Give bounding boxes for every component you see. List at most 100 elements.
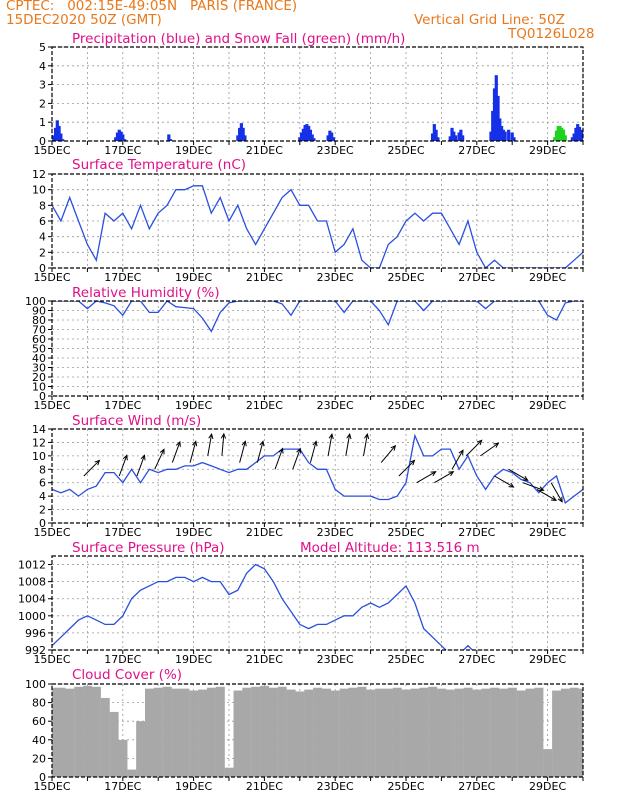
x-tick-label: 21DEC bbox=[246, 271, 283, 284]
x-tick-label: 25DEC bbox=[387, 271, 424, 284]
arrow-shaft bbox=[480, 442, 499, 457]
arrow-head bbox=[259, 440, 265, 447]
x-tick-label: 21DEC bbox=[246, 653, 283, 666]
arrow-head bbox=[296, 447, 302, 454]
cloud-bar bbox=[304, 689, 314, 777]
precip-bar bbox=[461, 135, 465, 141]
cloud-bar bbox=[260, 685, 270, 777]
run-date: 15DEC2020 50Z (GMT) bbox=[6, 12, 162, 28]
precip-bar bbox=[503, 131, 507, 141]
y-tick-label: 996 bbox=[25, 627, 46, 640]
x-tick-label: 21DEC bbox=[246, 526, 283, 539]
cloud-bar bbox=[498, 688, 509, 777]
y-tick-label: 80 bbox=[32, 697, 46, 710]
y-tick-label: 20 bbox=[32, 752, 46, 765]
precip-bar bbox=[579, 129, 583, 141]
cloud-bar bbox=[366, 689, 376, 777]
arrow-shaft bbox=[136, 455, 145, 477]
arrow-shaft bbox=[118, 455, 128, 477]
wind-arrow bbox=[380, 444, 397, 463]
cloud-bar bbox=[171, 688, 181, 777]
y-tick-label: 1004 bbox=[18, 593, 46, 606]
x-tick-label: 21DEC bbox=[246, 780, 283, 793]
precip-bar bbox=[326, 135, 330, 141]
cloud-bar bbox=[339, 688, 349, 777]
cloud-bar bbox=[445, 689, 455, 777]
precip-bar bbox=[572, 133, 576, 141]
x-tick-label: 23DEC bbox=[317, 780, 354, 793]
x-tick-label: 15DEC bbox=[33, 653, 70, 666]
x-tick-label: 27DEC bbox=[458, 399, 495, 412]
y-tick-label: 12 bbox=[32, 168, 46, 181]
precip-bar bbox=[305, 124, 309, 141]
precip-bar bbox=[53, 127, 58, 141]
x-tick-label: 25DEC bbox=[387, 780, 424, 793]
x-tick-label: 27DEC bbox=[458, 653, 495, 666]
precip-bar bbox=[61, 139, 65, 141]
data-layer bbox=[52, 185, 583, 268]
y-tick-label: 0 bbox=[39, 262, 46, 275]
x-tick-label: 29DEC bbox=[529, 526, 566, 539]
arrow-shaft bbox=[494, 475, 514, 488]
y-tick-label: 60 bbox=[32, 715, 46, 728]
wind-arrow bbox=[550, 482, 563, 503]
precip-bar bbox=[499, 125, 504, 141]
arrow-head bbox=[278, 447, 284, 454]
x-tick-label: 17DEC bbox=[104, 271, 141, 284]
precip-bar bbox=[577, 126, 582, 141]
precip-bar bbox=[117, 129, 121, 141]
arrow-head bbox=[192, 440, 198, 447]
cloud-bar bbox=[569, 687, 579, 777]
cloud-bar bbox=[180, 688, 190, 777]
data-layer bbox=[52, 301, 583, 333]
wind-arrow bbox=[256, 440, 265, 463]
cloud-bar bbox=[428, 686, 438, 777]
wind-arrow bbox=[480, 442, 500, 457]
cloud-bar bbox=[118, 739, 128, 777]
x-tick-label: 23DEC bbox=[317, 653, 354, 666]
arrow-shaft bbox=[508, 468, 528, 481]
precip-bar bbox=[507, 129, 511, 141]
arrow-shaft bbox=[522, 482, 544, 491]
cloud-bar bbox=[136, 721, 146, 777]
cloud-bar bbox=[52, 687, 57, 777]
wind-arrow bbox=[207, 433, 214, 456]
x-tick-label: 17DEC bbox=[104, 144, 141, 157]
arrow-shaft bbox=[434, 471, 454, 484]
cloud-bar bbox=[516, 690, 526, 777]
grid-note: Vertical Grid Line: 50Z bbox=[414, 12, 565, 28]
wind-arrow bbox=[508, 468, 529, 481]
arrow-head bbox=[346, 433, 352, 440]
x-tick-label: 17DEC bbox=[104, 399, 141, 412]
x-tick-label: 23DEC bbox=[317, 399, 354, 412]
precip-bar bbox=[434, 129, 438, 141]
arrow-head bbox=[241, 440, 247, 447]
wind-arrow bbox=[118, 454, 128, 477]
snow-bar bbox=[556, 125, 560, 141]
y-tick-label: 10 bbox=[32, 381, 46, 394]
precip-bar bbox=[492, 88, 497, 141]
panel-frame bbox=[51, 428, 584, 524]
arrow-shaft bbox=[239, 441, 246, 463]
snow-bar bbox=[553, 137, 557, 141]
x-tick-label: 27DEC bbox=[458, 526, 495, 539]
precip-bar bbox=[236, 135, 240, 141]
arrow-head bbox=[522, 475, 529, 481]
x-tick-label: 19DEC bbox=[175, 780, 212, 793]
wind-arrow bbox=[327, 433, 334, 456]
wind-arrow bbox=[171, 440, 181, 463]
wind-arrow bbox=[189, 440, 198, 463]
precip-bar bbox=[450, 127, 454, 141]
cloud-bar bbox=[127, 769, 137, 777]
precip-bar bbox=[115, 132, 120, 141]
wind-arrow bbox=[465, 439, 483, 457]
precip-bar bbox=[436, 137, 440, 141]
x-tick-label: 15DEC bbox=[33, 780, 70, 793]
x-tick-label: 23DEC bbox=[317, 526, 354, 539]
snow-bar bbox=[561, 129, 566, 141]
cloud-bar bbox=[91, 686, 101, 777]
data-layer bbox=[52, 432, 583, 504]
precip-bar bbox=[574, 127, 578, 141]
y-tick-label: 0 bbox=[39, 771, 46, 784]
